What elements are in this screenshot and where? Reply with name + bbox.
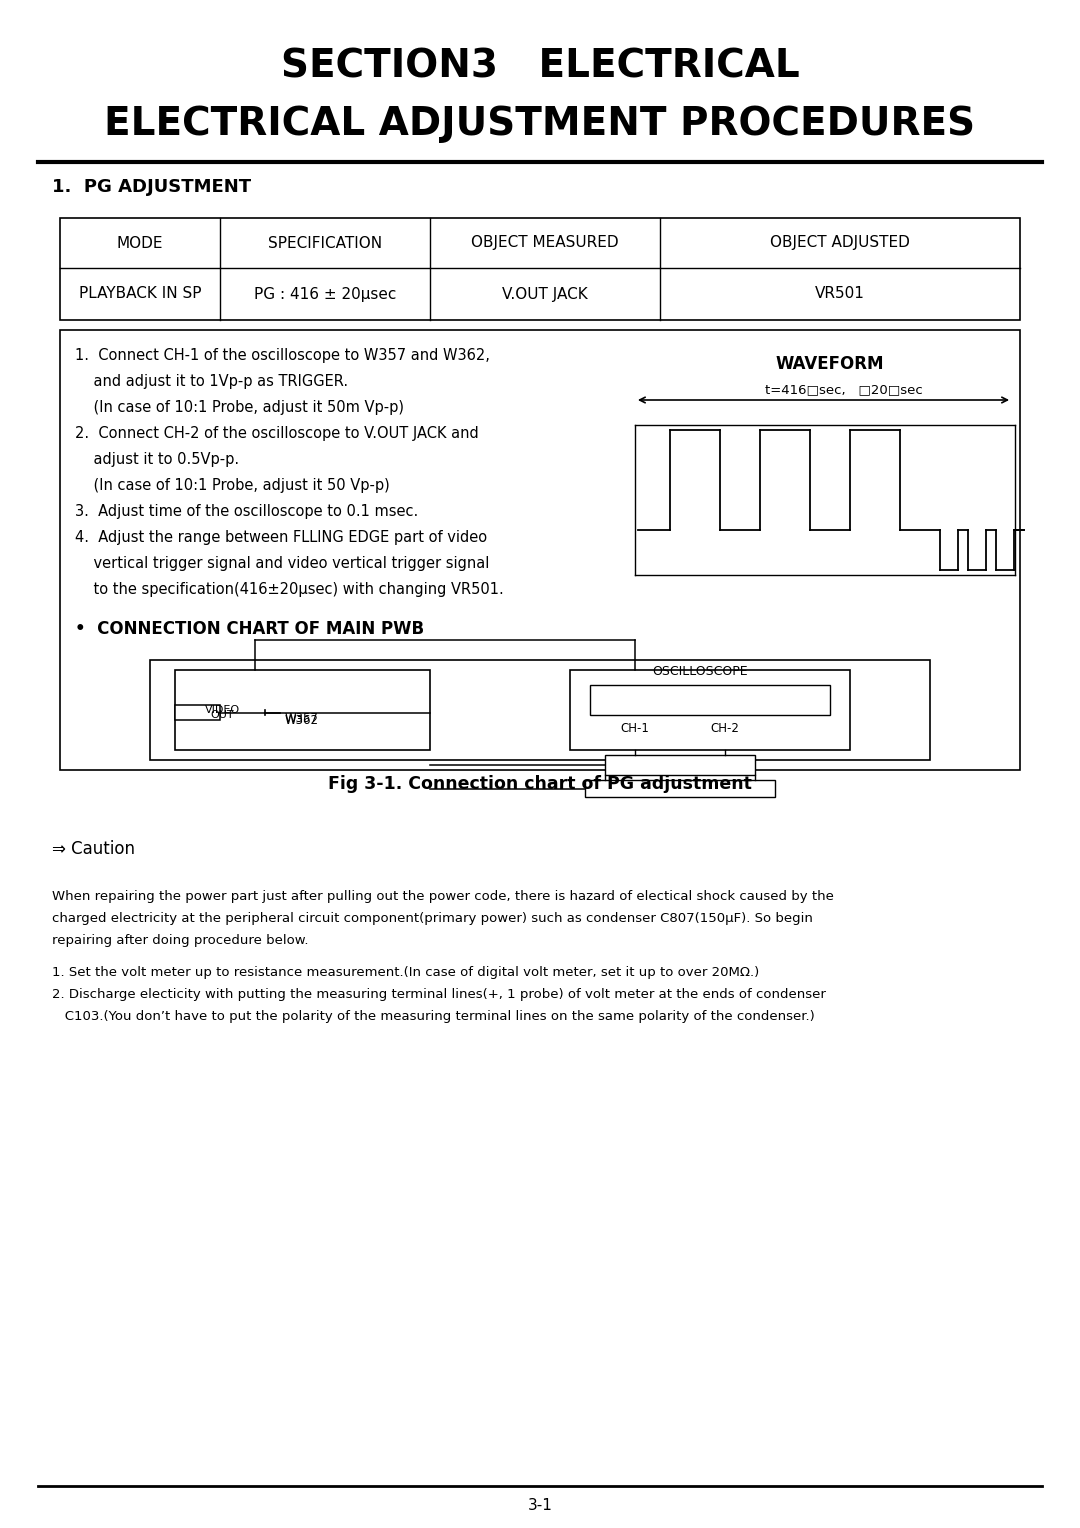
Bar	[60, 330, 1020, 770]
Text: charged electricity at the peripheral circuit component(primary power) such as c: charged electricity at the peripheral ci…	[52, 912, 813, 924]
Text: to the specification(416±20μsec) with changing VR501.: to the specification(416±20μsec) with ch…	[75, 582, 503, 597]
Bar	[175, 669, 430, 750]
Bar	[605, 755, 755, 775]
Text: OBJECT ADJUSTED: OBJECT ADJUSTED	[770, 235, 910, 251]
Text: ⇒ Caution: ⇒ Caution	[52, 840, 135, 859]
Text: OSCILLOSCOPE: OSCILLOSCOPE	[652, 665, 747, 678]
Text: SECTION3   ELECTRICAL: SECTION3 ELECTRICAL	[281, 47, 799, 86]
Text: 3-1: 3-1	[527, 1497, 553, 1513]
Text: OUT: OUT	[211, 709, 234, 720]
Text: (In case of 10:1 Probe, adjust it 50 Vp-p): (In case of 10:1 Probe, adjust it 50 Vp-…	[75, 478, 390, 494]
Text: PLAYBACK IN SP: PLAYBACK IN SP	[79, 287, 201, 301]
Text: MODE: MODE	[117, 235, 163, 251]
Text: OBJECT MEASURED: OBJECT MEASURED	[471, 235, 619, 251]
Bar	[585, 779, 775, 798]
Text: 1.  PG ADJUSTMENT: 1. PG ADJUSTMENT	[52, 177, 252, 196]
Bar	[590, 685, 831, 715]
Text: adjust it to 0.5Vp-p.: adjust it to 0.5Vp-p.	[75, 452, 239, 468]
Text: VIDEO: VIDEO	[205, 706, 240, 715]
Bar	[150, 660, 930, 759]
Text: WAVEFORM: WAVEFORM	[775, 354, 885, 373]
Text: VR501: VR501	[815, 287, 865, 301]
Text: When repairing the power part just after pulling out the power code, there is ha: When repairing the power part just after…	[52, 889, 834, 903]
Text: t=416□sec,   □20□sec: t=416□sec, □20□sec	[765, 384, 922, 396]
Text: repairing after doing procedure below.: repairing after doing procedure below.	[52, 934, 309, 947]
Text: 2. Discharge electicity with putting the measuring terminal lines(+, 1 probe) of: 2. Discharge electicity with putting the…	[52, 989, 826, 1001]
Bar	[60, 219, 1020, 319]
Text: 1. Set the volt meter up to resistance measurement.(In case of digital volt mete: 1. Set the volt meter up to resistance m…	[52, 966, 759, 979]
Text: 3.  Adjust time of the oscilloscope to 0.1 msec.: 3. Adjust time of the oscilloscope to 0.…	[75, 504, 418, 520]
Text: W362: W362	[285, 715, 319, 727]
Text: V.OUT JACK: V.OUT JACK	[502, 287, 588, 301]
Text: 1.  Connect CH-1 of the oscilloscope to W357 and W362,: 1. Connect CH-1 of the oscilloscope to W…	[75, 348, 490, 364]
Text: Fig 3-1. Connection chart of PG adjustment: Fig 3-1. Connection chart of PG adjustme…	[328, 775, 752, 793]
Text: PG : 416 ± 20μsec: PG : 416 ± 20μsec	[254, 287, 396, 301]
Text: CH-1: CH-1	[621, 721, 649, 735]
Text: and adjust it to 1Vp-p as TRIGGER.: and adjust it to 1Vp-p as TRIGGER.	[75, 374, 348, 390]
Text: SPECIFICATION: SPECIFICATION	[268, 235, 382, 251]
Text: ELECTRICAL ADJUSTMENT PROCEDURES: ELECTRICAL ADJUSTMENT PROCEDURES	[105, 105, 975, 144]
Text: (In case of 10:1 Probe, adjust it 50m Vp-p): (In case of 10:1 Probe, adjust it 50m Vp…	[75, 400, 404, 416]
Text: W357: W357	[285, 712, 319, 724]
Text: •  CONNECTION CHART OF MAIN PWB: • CONNECTION CHART OF MAIN PWB	[75, 620, 424, 639]
Text: vertical trigger signal and video vertical trigger signal: vertical trigger signal and video vertic…	[75, 556, 489, 571]
Text: 4.  Adjust the range between FLLING EDGE part of video: 4. Adjust the range between FLLING EDGE …	[75, 530, 487, 545]
Bar	[175, 704, 220, 720]
Text: C103.(You don’t have to put the polarity of the measuring terminal lines on the : C103.(You don’t have to put the polarity…	[52, 1010, 814, 1024]
Text: CH-2: CH-2	[711, 721, 740, 735]
Text: 2.  Connect CH-2 of the oscilloscope to V.OUT JACK and: 2. Connect CH-2 of the oscilloscope to V…	[75, 426, 478, 442]
Bar	[570, 669, 850, 750]
